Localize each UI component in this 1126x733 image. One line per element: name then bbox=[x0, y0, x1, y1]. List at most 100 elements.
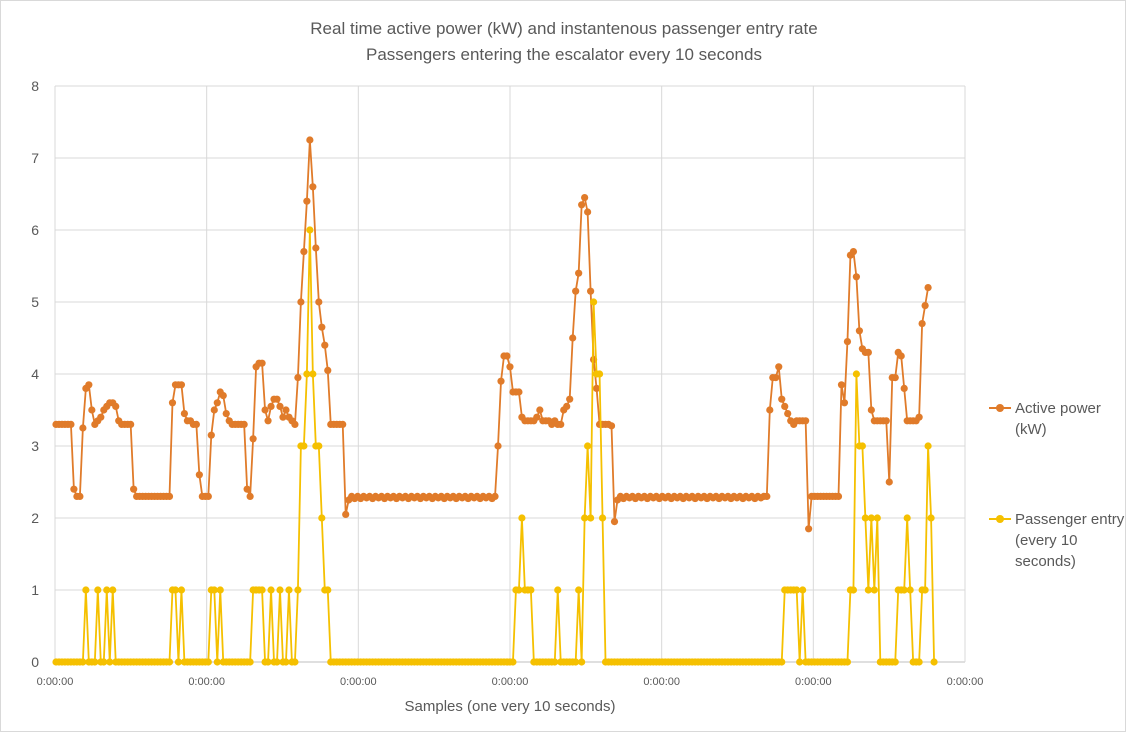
data-point bbox=[834, 492, 843, 500]
legend-swatch-passenger-entry bbox=[989, 512, 1011, 526]
data-point bbox=[867, 514, 875, 522]
data-point bbox=[578, 658, 586, 666]
data-point bbox=[497, 377, 505, 385]
data-point bbox=[106, 658, 114, 666]
y-tick-label: 2 bbox=[31, 510, 39, 526]
data-point bbox=[924, 442, 932, 450]
data-point bbox=[772, 374, 780, 382]
y-tick-label: 6 bbox=[31, 222, 39, 238]
data-point bbox=[264, 417, 272, 425]
x-tick-label: 0:00:00 bbox=[340, 676, 377, 688]
data-point bbox=[843, 658, 852, 666]
data-point bbox=[180, 410, 189, 418]
data-point bbox=[563, 402, 571, 410]
data-point bbox=[793, 586, 801, 594]
data-point bbox=[267, 402, 275, 410]
data-point bbox=[802, 417, 810, 425]
x-axis-title: Samples (one very 10 seconds) bbox=[405, 698, 616, 715]
data-point bbox=[921, 302, 929, 310]
legend-label-active-power: Active power (kW) bbox=[1015, 400, 1101, 438]
data-point bbox=[297, 298, 305, 306]
data-point bbox=[572, 658, 580, 666]
legend-item-active-power: Active power (kW) bbox=[989, 398, 1125, 440]
data-point bbox=[509, 658, 517, 666]
data-point bbox=[103, 586, 111, 594]
data-point bbox=[494, 442, 502, 450]
data-point bbox=[557, 420, 565, 428]
data-point bbox=[130, 485, 138, 493]
data-point bbox=[766, 406, 774, 414]
data-point bbox=[595, 370, 604, 378]
data-point bbox=[900, 586, 908, 594]
chart-subtitle: Passengers entering the escalator every … bbox=[366, 45, 762, 64]
data-point bbox=[282, 658, 290, 666]
y-tick-label: 7 bbox=[31, 150, 39, 166]
data-point bbox=[927, 514, 935, 522]
data-point bbox=[852, 273, 861, 281]
data-point bbox=[598, 514, 607, 522]
data-point bbox=[177, 586, 186, 594]
data-point bbox=[849, 248, 858, 256]
x-tick-label: 0:00:00 bbox=[643, 676, 680, 688]
data-point bbox=[515, 586, 523, 594]
data-point bbox=[267, 586, 275, 594]
data-point bbox=[165, 492, 174, 500]
data-point bbox=[165, 658, 174, 666]
data-point bbox=[240, 420, 248, 428]
data-point bbox=[127, 420, 135, 428]
data-point bbox=[222, 410, 230, 418]
data-point bbox=[584, 442, 592, 450]
data-point bbox=[610, 518, 619, 526]
data-point bbox=[843, 338, 852, 346]
data-point bbox=[805, 525, 813, 533]
data-point bbox=[109, 586, 117, 594]
data-point bbox=[97, 413, 105, 421]
data-point bbox=[533, 413, 541, 421]
data-point bbox=[210, 586, 218, 594]
data-point bbox=[112, 402, 120, 410]
data-point bbox=[291, 658, 299, 666]
data-point bbox=[491, 492, 499, 500]
data-point bbox=[276, 586, 284, 594]
data-point bbox=[587, 514, 595, 522]
data-point bbox=[264, 658, 272, 666]
data-point bbox=[309, 183, 317, 191]
data-point bbox=[282, 406, 290, 414]
data-point bbox=[915, 658, 923, 666]
data-point bbox=[67, 420, 75, 428]
data-point bbox=[342, 510, 350, 518]
chart-title: Real time active power (kW) and instante… bbox=[310, 19, 818, 38]
data-point bbox=[587, 287, 595, 295]
data-point bbox=[79, 658, 87, 666]
data-point bbox=[763, 492, 771, 500]
data-point bbox=[100, 658, 108, 666]
data-point bbox=[91, 658, 99, 666]
data-point bbox=[258, 359, 266, 367]
data-point bbox=[309, 370, 317, 378]
data-point bbox=[915, 413, 923, 421]
data-point bbox=[249, 435, 257, 443]
x-tick-label: 0:00:00 bbox=[947, 676, 984, 688]
data-point bbox=[213, 658, 221, 666]
data-point bbox=[781, 402, 789, 410]
data-point bbox=[778, 395, 786, 403]
data-point bbox=[891, 658, 899, 666]
legend-item-passenger-entry: Passenger entry (every 10 seconds) bbox=[989, 509, 1125, 572]
data-point bbox=[261, 406, 269, 414]
data-point bbox=[258, 586, 266, 594]
data-point bbox=[852, 370, 861, 378]
data-point bbox=[88, 406, 96, 414]
data-point bbox=[82, 586, 90, 594]
data-point bbox=[575, 269, 583, 277]
x-tick-label: 0:00:00 bbox=[37, 676, 74, 688]
data-point bbox=[303, 370, 311, 378]
data-point bbox=[210, 406, 218, 414]
data-point bbox=[213, 399, 221, 407]
data-point bbox=[554, 586, 562, 594]
data-point bbox=[918, 320, 926, 328]
data-point bbox=[279, 413, 287, 421]
y-tick-label: 3 bbox=[31, 438, 39, 454]
data-point bbox=[204, 658, 212, 666]
data-point bbox=[339, 420, 347, 428]
